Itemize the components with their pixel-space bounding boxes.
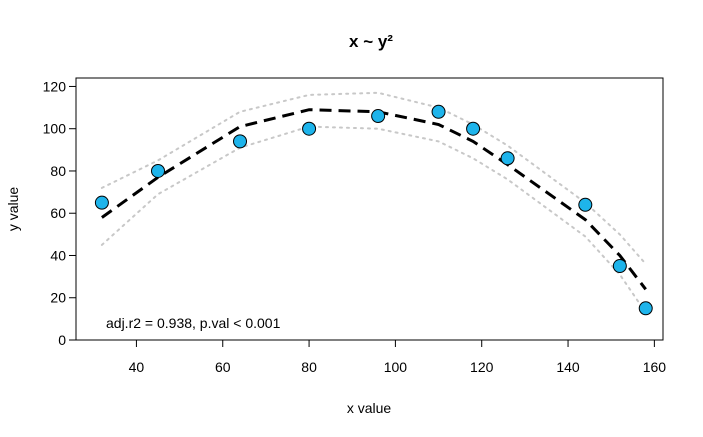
x-tick-label: 60 (215, 359, 231, 375)
x-tick-label: 120 (470, 359, 494, 375)
x-tick-label: 40 (129, 359, 145, 375)
y-tick-label: 120 (43, 78, 67, 94)
data-point (578, 197, 593, 212)
x-axis-label: x value (347, 400, 392, 416)
data-point (302, 121, 317, 136)
y-tick-label: 100 (43, 121, 67, 137)
y-tick-label: 0 (58, 332, 66, 348)
y-axis-label: y value (5, 187, 21, 232)
fit-line (101, 108, 647, 291)
data-point (466, 121, 481, 136)
y-tick-label: 60 (50, 205, 66, 221)
data-point (233, 134, 248, 149)
data-point (94, 195, 109, 210)
x-tick-label: 140 (556, 359, 580, 375)
fit-annotation: adj.r2 = 0.938, p.val < 0.001 (106, 315, 281, 331)
data-point (371, 109, 386, 124)
y-tick-label: 80 (50, 163, 66, 179)
ci-lower-line (100, 125, 647, 314)
confidence-band (100, 91, 647, 314)
chart-title: x ~ y² (349, 32, 393, 51)
y-axis: 0 20 40 60 80 100 120 (43, 78, 77, 348)
data-point (500, 151, 515, 166)
data-point (151, 163, 166, 178)
x-axis: 40 60 80 100 120 140 160 (129, 339, 667, 375)
ci-upper-line (100, 91, 647, 265)
x-tick-label: 80 (301, 359, 317, 375)
data-points (94, 104, 653, 316)
y-tick-label: 20 (50, 290, 66, 306)
fit-curve (101, 108, 647, 291)
x-tick-label: 100 (384, 359, 408, 375)
data-point (431, 104, 446, 119)
data-point (638, 301, 653, 316)
x-tick-label: 160 (643, 359, 667, 375)
y-tick-label: 40 (50, 247, 66, 263)
data-point (612, 259, 627, 274)
plot-frame (75, 77, 664, 341)
